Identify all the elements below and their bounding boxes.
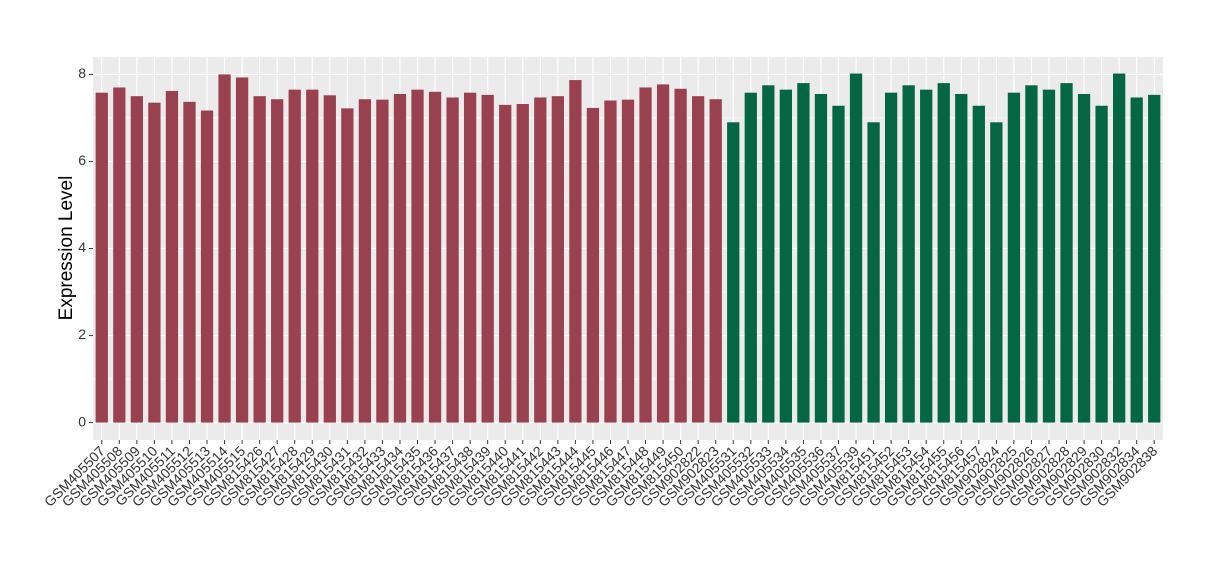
bar — [1007, 92, 1021, 423]
bar — [569, 80, 582, 423]
bar — [551, 96, 564, 423]
bar — [148, 102, 161, 423]
bar — [499, 104, 512, 423]
bar — [709, 99, 722, 423]
bar — [832, 105, 845, 423]
bar — [253, 96, 266, 423]
y-tick-label: 2 — [78, 326, 86, 342]
y-tick-label: 6 — [78, 152, 86, 168]
bar — [727, 122, 740, 423]
bar — [1060, 83, 1073, 423]
bar — [393, 93, 407, 423]
bar — [849, 73, 863, 423]
bar — [341, 108, 354, 423]
bar — [323, 95, 336, 423]
bar — [183, 101, 196, 423]
bar — [972, 105, 985, 423]
bar — [797, 83, 810, 423]
bar — [288, 89, 301, 423]
bar — [130, 96, 143, 423]
bar — [271, 99, 284, 423]
bar — [1025, 85, 1038, 423]
bar — [446, 97, 459, 423]
bar — [814, 93, 828, 423]
bar — [534, 97, 547, 423]
bar — [1042, 89, 1056, 423]
bar — [1095, 105, 1108, 423]
bar — [95, 92, 108, 423]
bar — [1148, 94, 1161, 423]
bar — [621, 99, 635, 423]
bar — [113, 87, 126, 423]
y-tick-label: 0 — [78, 413, 86, 429]
bar — [218, 74, 231, 423]
bar — [1077, 93, 1091, 423]
bar — [463, 92, 477, 423]
bar — [516, 104, 529, 423]
bar — [411, 89, 424, 423]
y-axis-title: Expression Level — [56, 176, 77, 321]
bar — [692, 96, 705, 423]
bar — [955, 93, 968, 423]
bar — [762, 85, 775, 423]
bar — [639, 87, 652, 423]
bar — [376, 99, 389, 423]
bar — [235, 77, 249, 423]
bar — [200, 110, 214, 423]
bar — [867, 122, 880, 423]
bar — [902, 85, 915, 423]
bar — [358, 99, 372, 423]
bar — [674, 88, 687, 423]
bar — [920, 89, 933, 423]
bar — [306, 89, 319, 423]
y-tick-label: 8 — [78, 65, 86, 81]
bar — [744, 92, 757, 423]
bar — [481, 94, 494, 423]
bar — [586, 107, 600, 423]
bar — [1113, 73, 1126, 423]
bar — [884, 92, 898, 423]
bar — [779, 89, 793, 423]
y-tick-label: 4 — [78, 239, 86, 255]
bar — [937, 83, 950, 423]
bar — [428, 91, 442, 423]
bar — [1130, 97, 1143, 423]
bar — [165, 90, 179, 423]
bar — [604, 100, 617, 423]
bar — [656, 84, 670, 423]
bar — [990, 122, 1003, 423]
